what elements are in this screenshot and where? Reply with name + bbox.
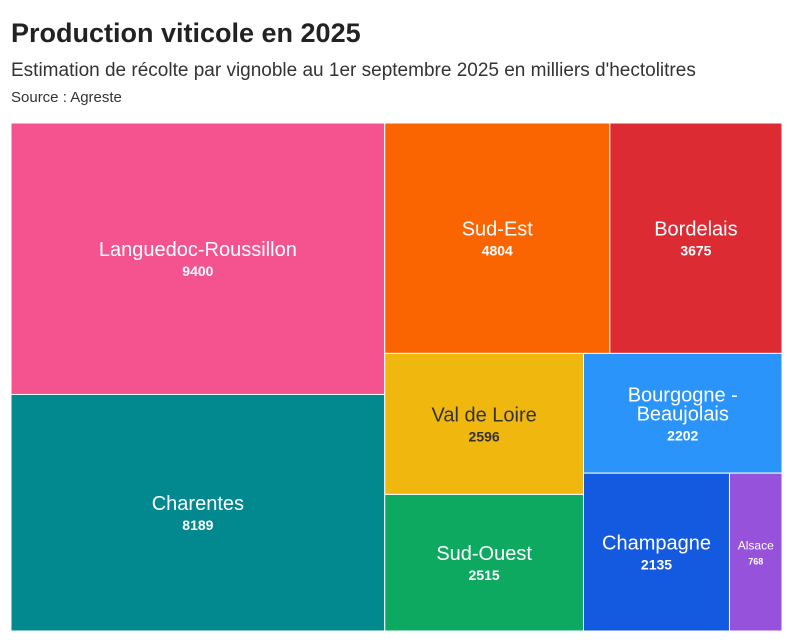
treemap-label-sud-est: Sud-Est bbox=[462, 219, 534, 241]
treemap-rect-bourgogne-beaujolais bbox=[582, 352, 783, 474]
treemap-label-sud-ouest: Sud-Ouest bbox=[436, 543, 532, 565]
treemap-label-languedoc-roussillon: Languedoc-Roussillon bbox=[99, 239, 297, 261]
treemap-rect-val-de-loire bbox=[384, 352, 584, 495]
chart-source: Source : Agreste bbox=[11, 89, 122, 106]
treemap-cell-sud-est: Sud-Est 4804 bbox=[384, 122, 611, 354]
treemap-value-val-de-loire: 2596 bbox=[469, 428, 500, 444]
treemap-value-alsace: 768 bbox=[748, 556, 763, 566]
treemap-rect-sud-est bbox=[384, 122, 611, 354]
treemap-cell-sud-ouest: Sud-Ouest 2515 bbox=[384, 493, 584, 632]
treemap-rect-sud-ouest bbox=[384, 493, 584, 632]
treemap-label-champagne: Champagne bbox=[602, 533, 711, 555]
treemap-value-bordelais: 3675 bbox=[680, 243, 711, 259]
treemap-label-charentes: Charentes bbox=[152, 493, 244, 515]
treemap-value-sud-est: 4804 bbox=[482, 243, 513, 259]
treemap-value-champagne: 2135 bbox=[641, 557, 672, 573]
treemap-value-bourgogne-beaujolais: 2202 bbox=[667, 427, 698, 443]
treemap-value-languedoc-roussillon: 9400 bbox=[182, 263, 213, 279]
treemap-cell-alsace: Alsace 768 bbox=[728, 472, 783, 632]
treemap-cell-languedoc-roussillon: Languedoc-Roussillon 9400 bbox=[10, 122, 386, 395]
treemap-value-charentes: 8189 bbox=[182, 517, 213, 533]
treemap-label-bourgogne-beaujolais: Bourgogne -Beaujolais bbox=[628, 384, 738, 425]
treemap-rect-alsace bbox=[728, 472, 783, 632]
treemap-label-bordelais: Bordelais bbox=[654, 219, 737, 241]
treemap-cell-champagne: Champagne 2135 bbox=[582, 472, 730, 632]
chart-subtitle: Estimation de récolte par vignoble au 1e… bbox=[11, 60, 696, 81]
treemap-cell-val-de-loire: Val de Loire 2596 bbox=[384, 352, 584, 495]
treemap-rect-charentes bbox=[10, 393, 386, 632]
treemap-rect-champagne bbox=[582, 472, 730, 632]
treemap-rect-bordelais bbox=[609, 122, 783, 354]
treemap-label-alsace: Alsace bbox=[738, 538, 774, 552]
treemap-rect-languedoc-roussillon bbox=[10, 122, 386, 395]
treemap-cell-bourgogne-beaujolais: Bourgogne -Beaujolais 2202 bbox=[582, 352, 783, 474]
treemap-value-sud-ouest: 2515 bbox=[469, 567, 500, 583]
treemap-cell-charentes: Charentes 8189 bbox=[10, 393, 386, 632]
treemap-label-val-de-loire: Val de Loire bbox=[431, 404, 536, 426]
chart-title: Production viticole en 2025 bbox=[11, 18, 361, 48]
treemap-cell-bordelais: Bordelais 3675 bbox=[609, 122, 783, 354]
